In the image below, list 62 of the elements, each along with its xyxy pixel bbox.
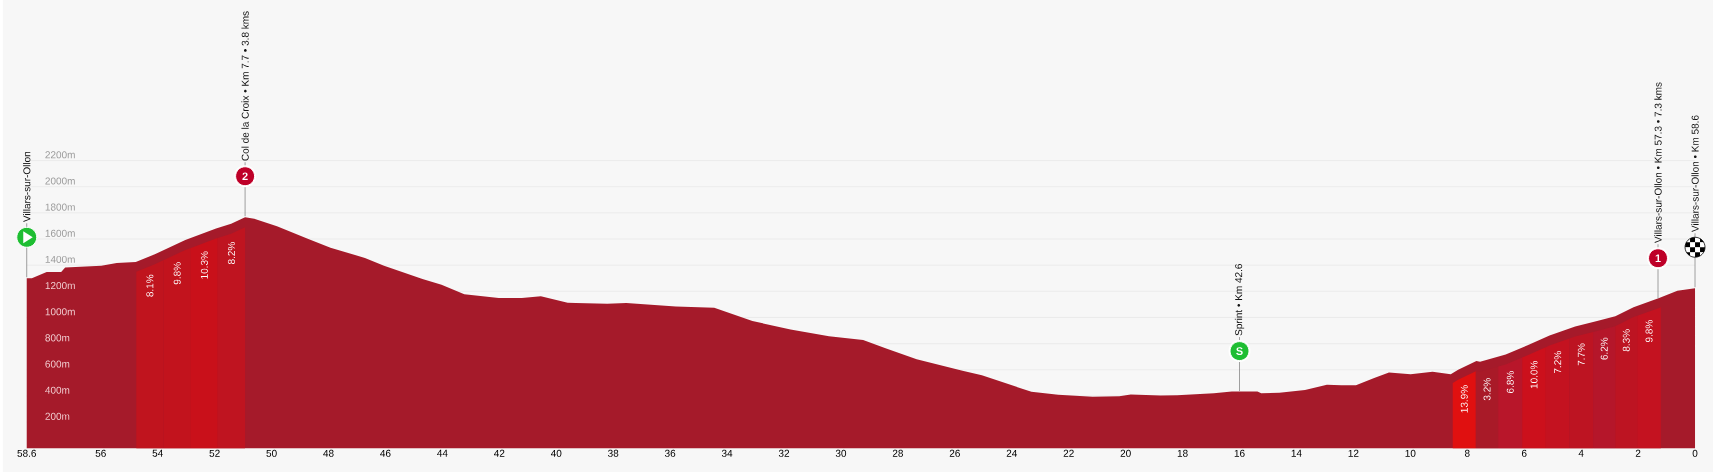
y-tick-label: 1800m <box>45 203 75 211</box>
annotation: Villars-sur-Ollon • Km 58.6 <box>1691 115 1699 232</box>
x-tick-label: 26 <box>949 449 960 457</box>
x-tick-label: 28 <box>892 449 904 457</box>
y-tick-label: 2000m <box>45 177 75 185</box>
y-tick-label: 400m <box>45 386 70 394</box>
band-label: 9.8% <box>173 262 181 285</box>
y-tick-label: 2200m <box>45 151 75 159</box>
x-tick-label: 16 <box>1234 449 1245 457</box>
band-label: 8.3% <box>1622 329 1630 352</box>
annotation: S <box>1236 347 1243 355</box>
x-tick-label: 30 <box>835 449 847 457</box>
x-tick-label: 40 <box>550 449 562 457</box>
x-tick-label: 2 <box>1635 449 1641 457</box>
x-tick-label: 24 <box>1006 449 1018 457</box>
annotation: 1 <box>1655 254 1661 262</box>
annotation: Villars-sur-Ollon <box>23 151 31 222</box>
band-label: 10.3% <box>200 251 208 279</box>
x-tick-label: 12 <box>1348 449 1359 457</box>
x-tick-label: 0 <box>1692 449 1698 457</box>
annotation: Col de la Croix • Km 7.7 • 3.8 kms <box>241 11 249 161</box>
y-tick-label: 1400m <box>45 255 75 263</box>
x-tick-label: 42 <box>494 449 505 457</box>
band-label: 13.9% <box>1460 385 1468 413</box>
x-tick-label: 44 <box>437 449 448 457</box>
annotation: Sprint • Km 42.6 <box>1234 263 1245 336</box>
x-tick-label: 46 <box>380 449 391 457</box>
x-tick-label: 32 <box>778 449 790 457</box>
x-tick-label: 8 <box>1464 449 1470 457</box>
x-tick-label: 48 <box>323 449 334 457</box>
band-label: 10.0% <box>1530 360 1538 389</box>
x-tick-label: 36 <box>664 449 676 457</box>
band-label: 9.8% <box>1645 320 1653 342</box>
y-tick-label: 800m <box>45 334 70 342</box>
x-tick-label: 22 <box>1063 449 1074 457</box>
annotation: 2 <box>242 172 248 180</box>
x-tick-label: 58.6 <box>17 449 37 457</box>
x-tick-label: 20 <box>1120 449 1131 457</box>
x-tick-label: 10 <box>1405 449 1416 457</box>
y-tick-label: 1000m <box>45 308 75 316</box>
x-tick-label: 34 <box>721 449 733 457</box>
band-label: 7.2% <box>1554 351 1562 373</box>
x-tick-label: 52 <box>209 449 220 457</box>
band-label: 3.2% <box>1483 378 1491 401</box>
y-tick-label: 1200m <box>45 281 75 290</box>
annotation: Villars-sur-Ollon • Km 57.3 • 7.3 kms <box>1654 82 1662 243</box>
x-tick-label: 56 <box>95 449 106 457</box>
band-label: 8.1% <box>146 274 154 297</box>
y-tick-label: 600m <box>45 360 70 368</box>
x-tick-label: 38 <box>608 449 619 457</box>
band-label: 8.2% <box>227 241 235 264</box>
x-tick-label: 18 <box>1177 449 1188 457</box>
band-label: 6.2% <box>1600 337 1608 360</box>
x-tick-label: 54 <box>152 449 163 457</box>
y-tick-label: 1600m <box>45 229 75 237</box>
y-tick-label: 200m <box>45 412 70 420</box>
x-tick-label: 6 <box>1521 449 1527 457</box>
x-tick-label: 50 <box>266 449 277 457</box>
x-tick-label: 14 <box>1291 449 1302 457</box>
band-label: 7.7% <box>1577 343 1585 366</box>
x-tick-label: 4 <box>1578 449 1584 457</box>
band-label: 6.8% <box>1506 370 1514 393</box>
